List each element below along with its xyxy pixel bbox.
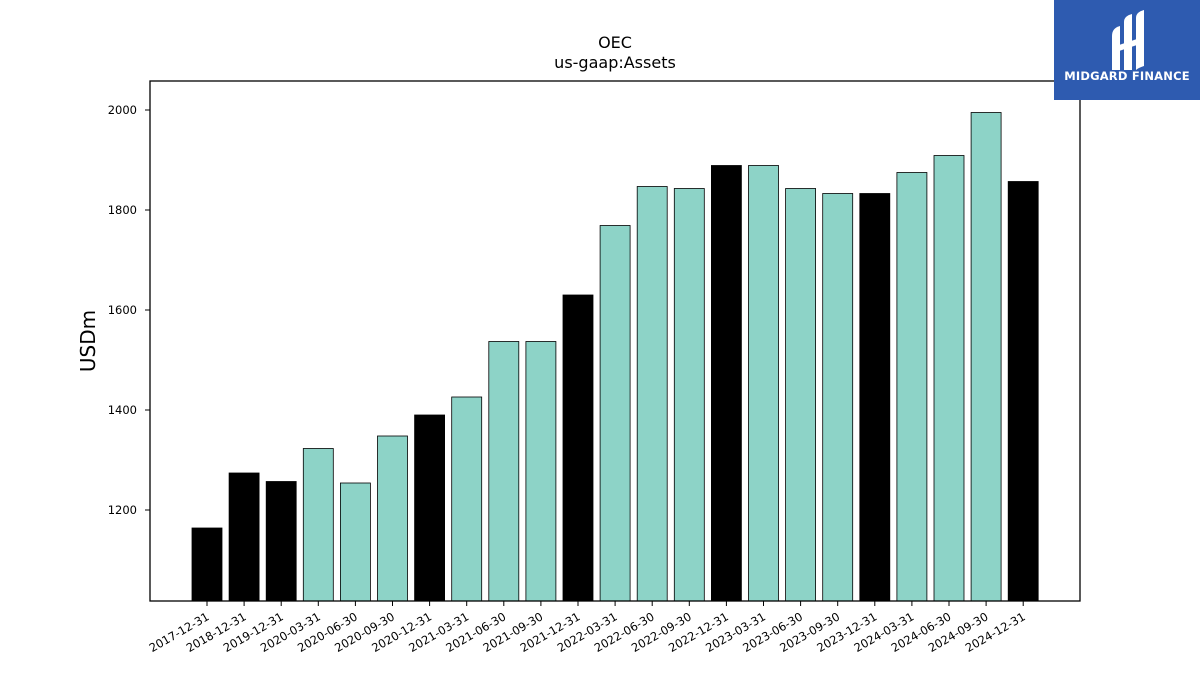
bar-2023-03-31	[748, 165, 779, 602]
y-tick-label: 1600	[108, 303, 137, 317]
bar-2021-03-31	[451, 396, 483, 602]
bar-2019-12-31	[265, 481, 297, 602]
bar-2020-06-30	[339, 482, 371, 602]
y-tick-label: 1400	[108, 403, 137, 417]
bar-2018-12-31	[228, 472, 260, 602]
x-ticks-layer: 2017-12-312018-12-312019-12-312020-03-31…	[147, 601, 1028, 655]
chart-subtitle: us-gaap:Assets	[554, 53, 676, 72]
bar-2020-09-30	[377, 435, 408, 602]
bar-2024-12-31	[1007, 181, 1039, 602]
bar-2020-12-31	[414, 414, 446, 602]
bar-2024-09-30	[970, 112, 1002, 602]
y-tick-label: 1800	[108, 203, 137, 217]
y-tick-label: 2000	[108, 103, 137, 117]
bar-2021-09-30	[525, 341, 557, 602]
bar-2023-06-30	[785, 188, 816, 602]
bar-2022-12-31	[711, 165, 742, 602]
bar-2022-03-31	[599, 225, 631, 602]
bar-2021-12-31	[562, 294, 594, 602]
bar-2023-12-31	[859, 193, 891, 602]
bar-2021-06-30	[488, 341, 520, 602]
bar-2023-09-30	[822, 193, 854, 602]
bar-2024-06-30	[933, 155, 965, 602]
y-axis-label: USDm	[76, 310, 100, 372]
logo-text: MIDGARD FINANCE	[1064, 69, 1190, 83]
bars-layer	[191, 112, 1039, 602]
logo-mark-icon	[1112, 10, 1144, 70]
bar-2017-12-31	[191, 527, 223, 602]
plot-frame	[149, 80, 1081, 602]
bar-2024-03-31	[896, 172, 928, 602]
bar-2022-06-30	[636, 186, 668, 602]
y-ticks-layer: 1200 1400 1600 1800 2000	[108, 103, 150, 517]
bar-2022-09-30	[673, 188, 705, 602]
y-tick-label: 1200	[108, 503, 137, 517]
chart-title: OEC	[598, 33, 632, 52]
midgard-finance-logo: MIDGARD FINANCE	[1054, 0, 1200, 100]
bar-2020-03-31	[302, 448, 334, 602]
